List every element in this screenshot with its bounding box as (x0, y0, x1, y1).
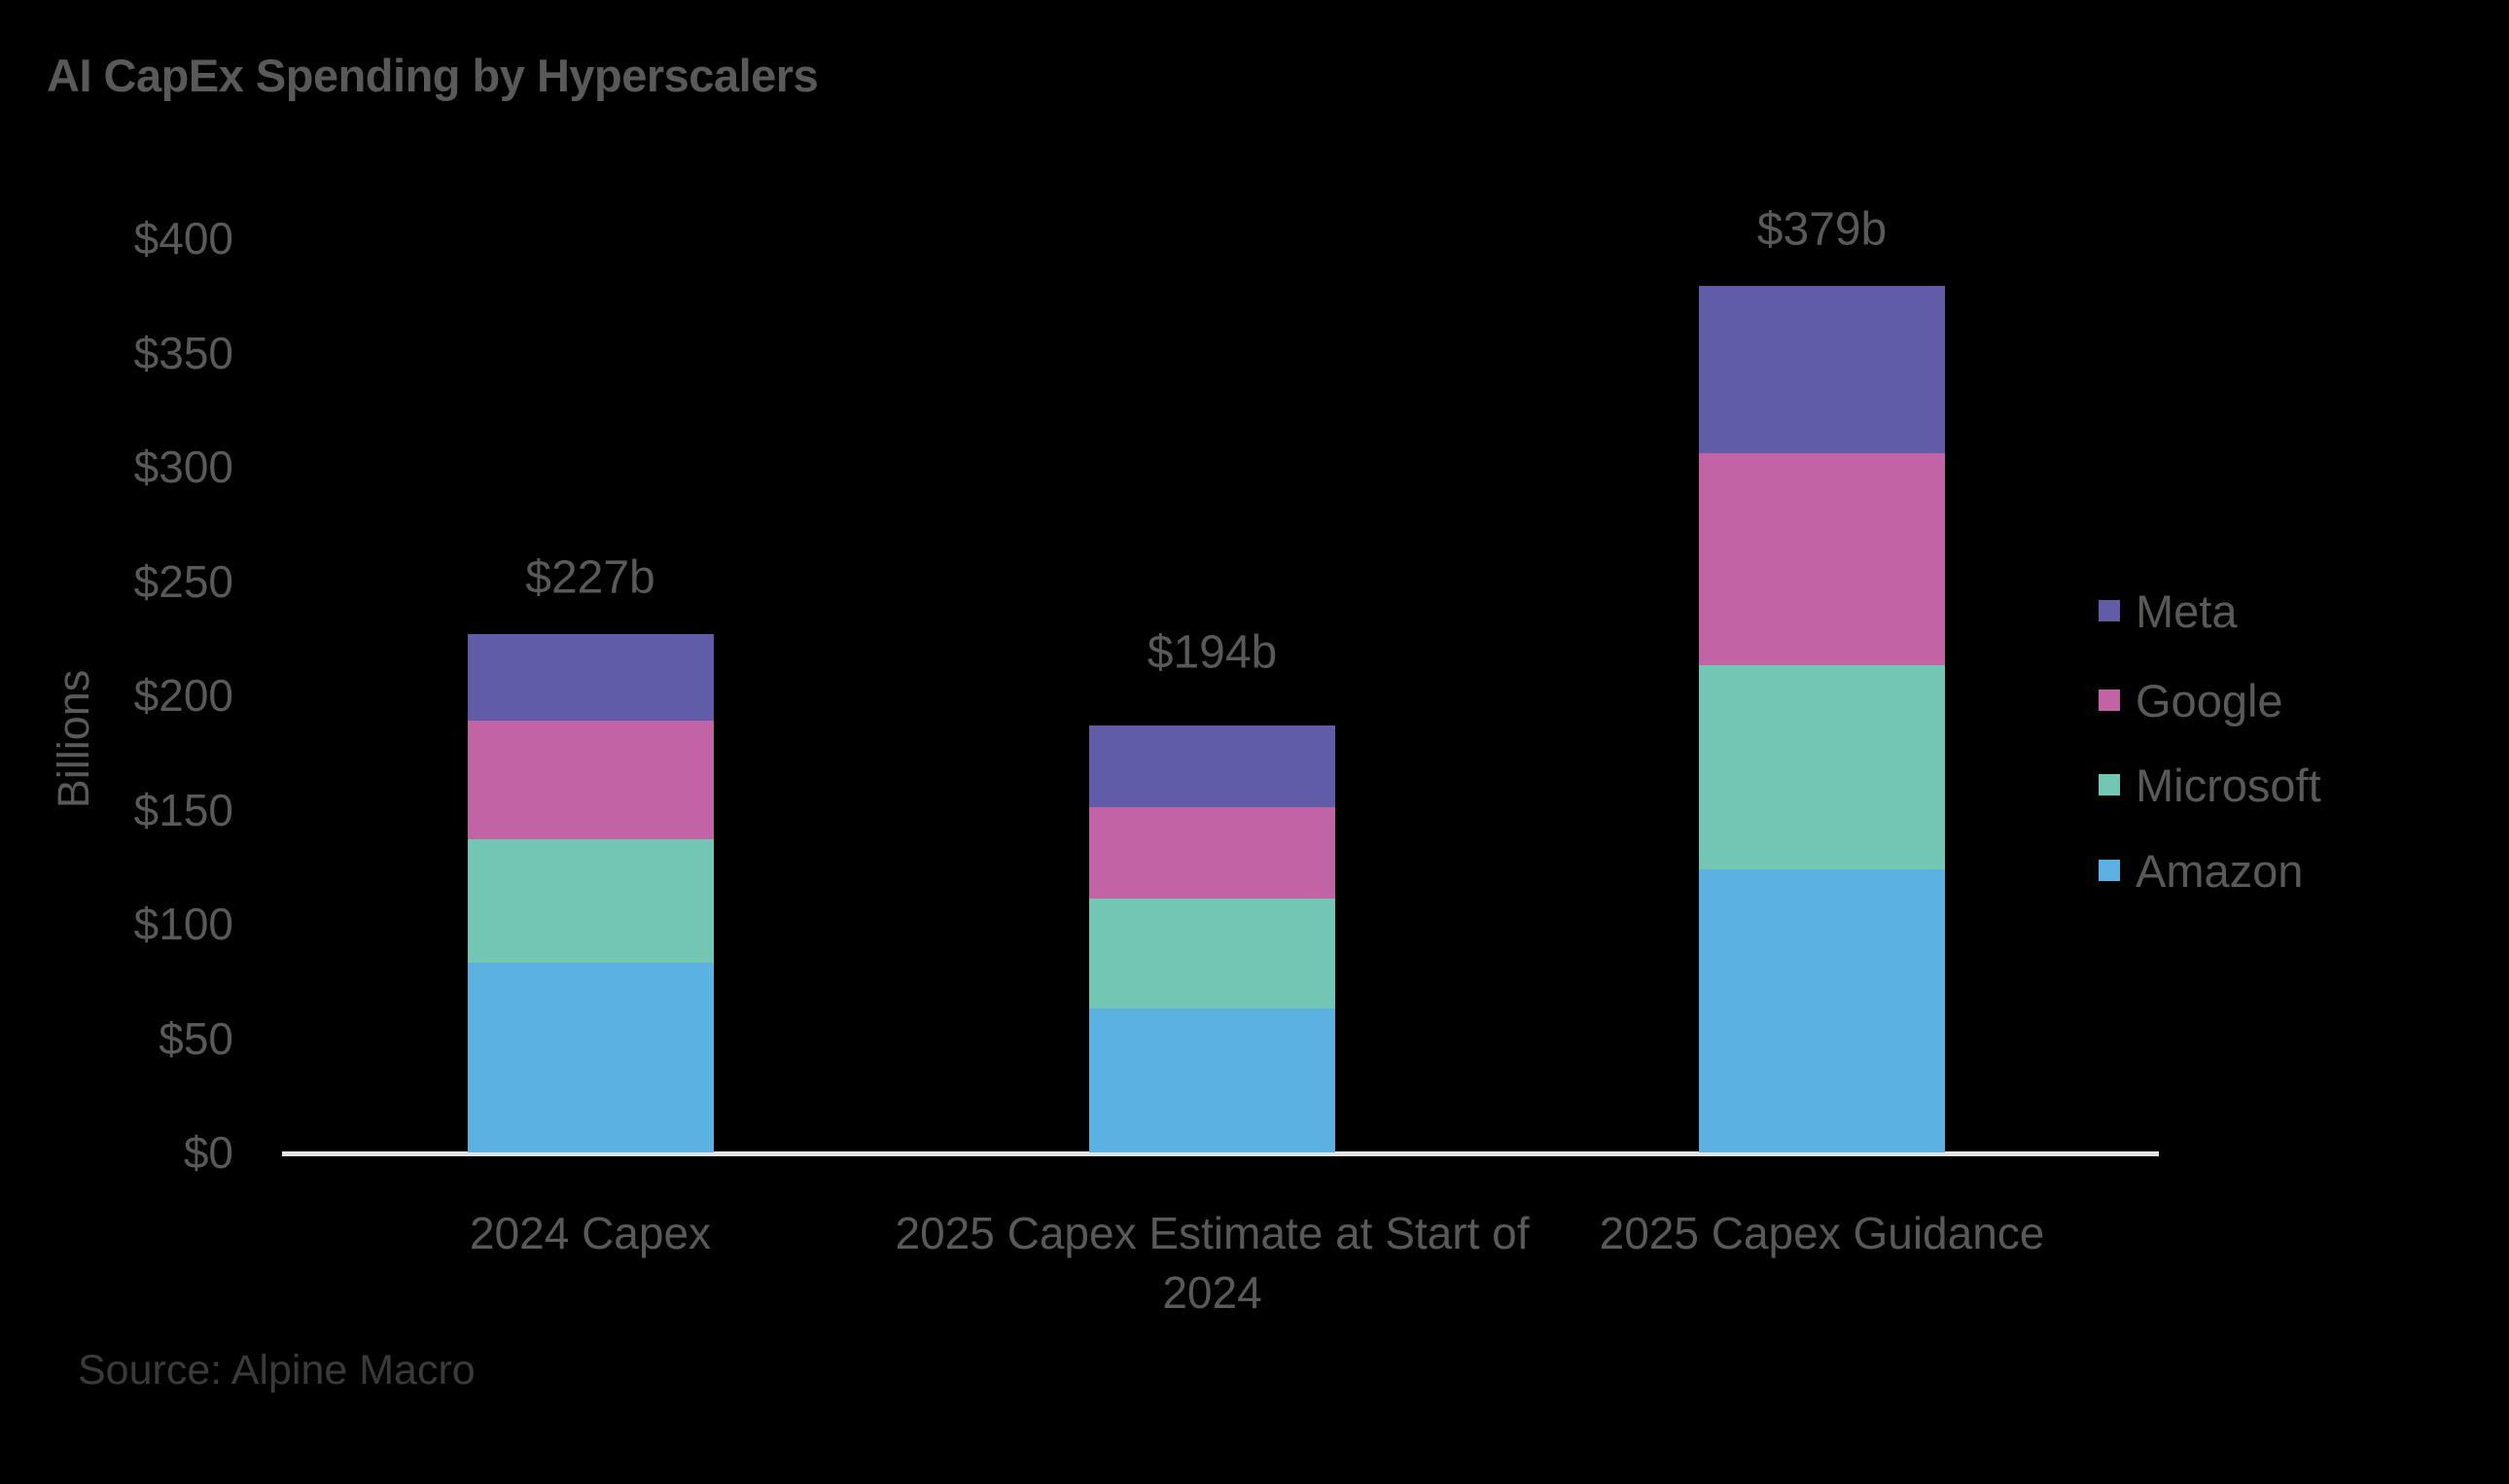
x-axis-category-label: 2025 Capex Estimate at Start of 2024 (895, 1208, 1530, 1318)
stacked-bar (467, 0, 714, 1152)
legend-item-google: Google (2099, 670, 2283, 730)
y-tick-label: $150 (133, 784, 233, 835)
y-tick-label: $300 (133, 442, 233, 492)
y-tick-label: $350 (133, 327, 233, 378)
x-axis-line (282, 1151, 2159, 1156)
bar-segment-google (1089, 807, 1335, 900)
legend-item-microsoft: Microsoft (2099, 755, 2321, 815)
y-tick-label: $0 (183, 1127, 233, 1178)
legend-label: Google (2136, 674, 2283, 726)
bar-segment-amazon (467, 962, 714, 1152)
bar-segment-google (467, 720, 714, 840)
bar-segment-meta (467, 633, 714, 721)
legend-item-meta: Meta (2099, 581, 2238, 641)
bar-segment-google (1699, 452, 1945, 666)
legend-label: Meta (2136, 584, 2238, 637)
stacked-bar (1699, 0, 1945, 1152)
bar-segment-amazon (1699, 868, 1945, 1152)
legend-label: Microsoft (2136, 759, 2321, 811)
legend-swatch-microsoft (2099, 774, 2120, 795)
y-tick-label: $400 (133, 213, 233, 264)
y-tick-label: $200 (133, 670, 233, 721)
source-note: Source: Alpine Macro (78, 1347, 476, 1394)
x-axis-category-label: 2025 Capex Guidance (1599, 1208, 2045, 1258)
chart-title: AI CapEx Spending by Hyperscalers (47, 50, 819, 101)
bar-total-label: $379b (1756, 203, 1888, 256)
legend-label: Amazon (2136, 844, 2304, 897)
x-axis-category-label: 2024 Capex (469, 1208, 712, 1258)
y-tick-label: $250 (133, 555, 233, 607)
bar-segment-meta (1699, 286, 1945, 453)
bar-segment-microsoft (467, 839, 714, 963)
legend-item-amazon: Amazon (2099, 840, 2303, 901)
stacked-bar (1089, 0, 1335, 1152)
bar-segment-meta (1089, 724, 1335, 808)
legend-swatch-meta (2099, 600, 2120, 621)
bar-segment-amazon (1089, 1007, 1335, 1152)
bar-total-label: $227b (525, 551, 655, 604)
y-tick-label: $50 (159, 1012, 233, 1064)
bar-segment-microsoft (1699, 665, 1945, 869)
bar-total-label: $194b (1147, 626, 1278, 679)
legend-swatch-google (2099, 689, 2120, 711)
bar-segment-microsoft (1089, 899, 1335, 1008)
y-tick-label: $100 (133, 899, 233, 949)
legend-swatch-amazon (2099, 860, 2120, 881)
